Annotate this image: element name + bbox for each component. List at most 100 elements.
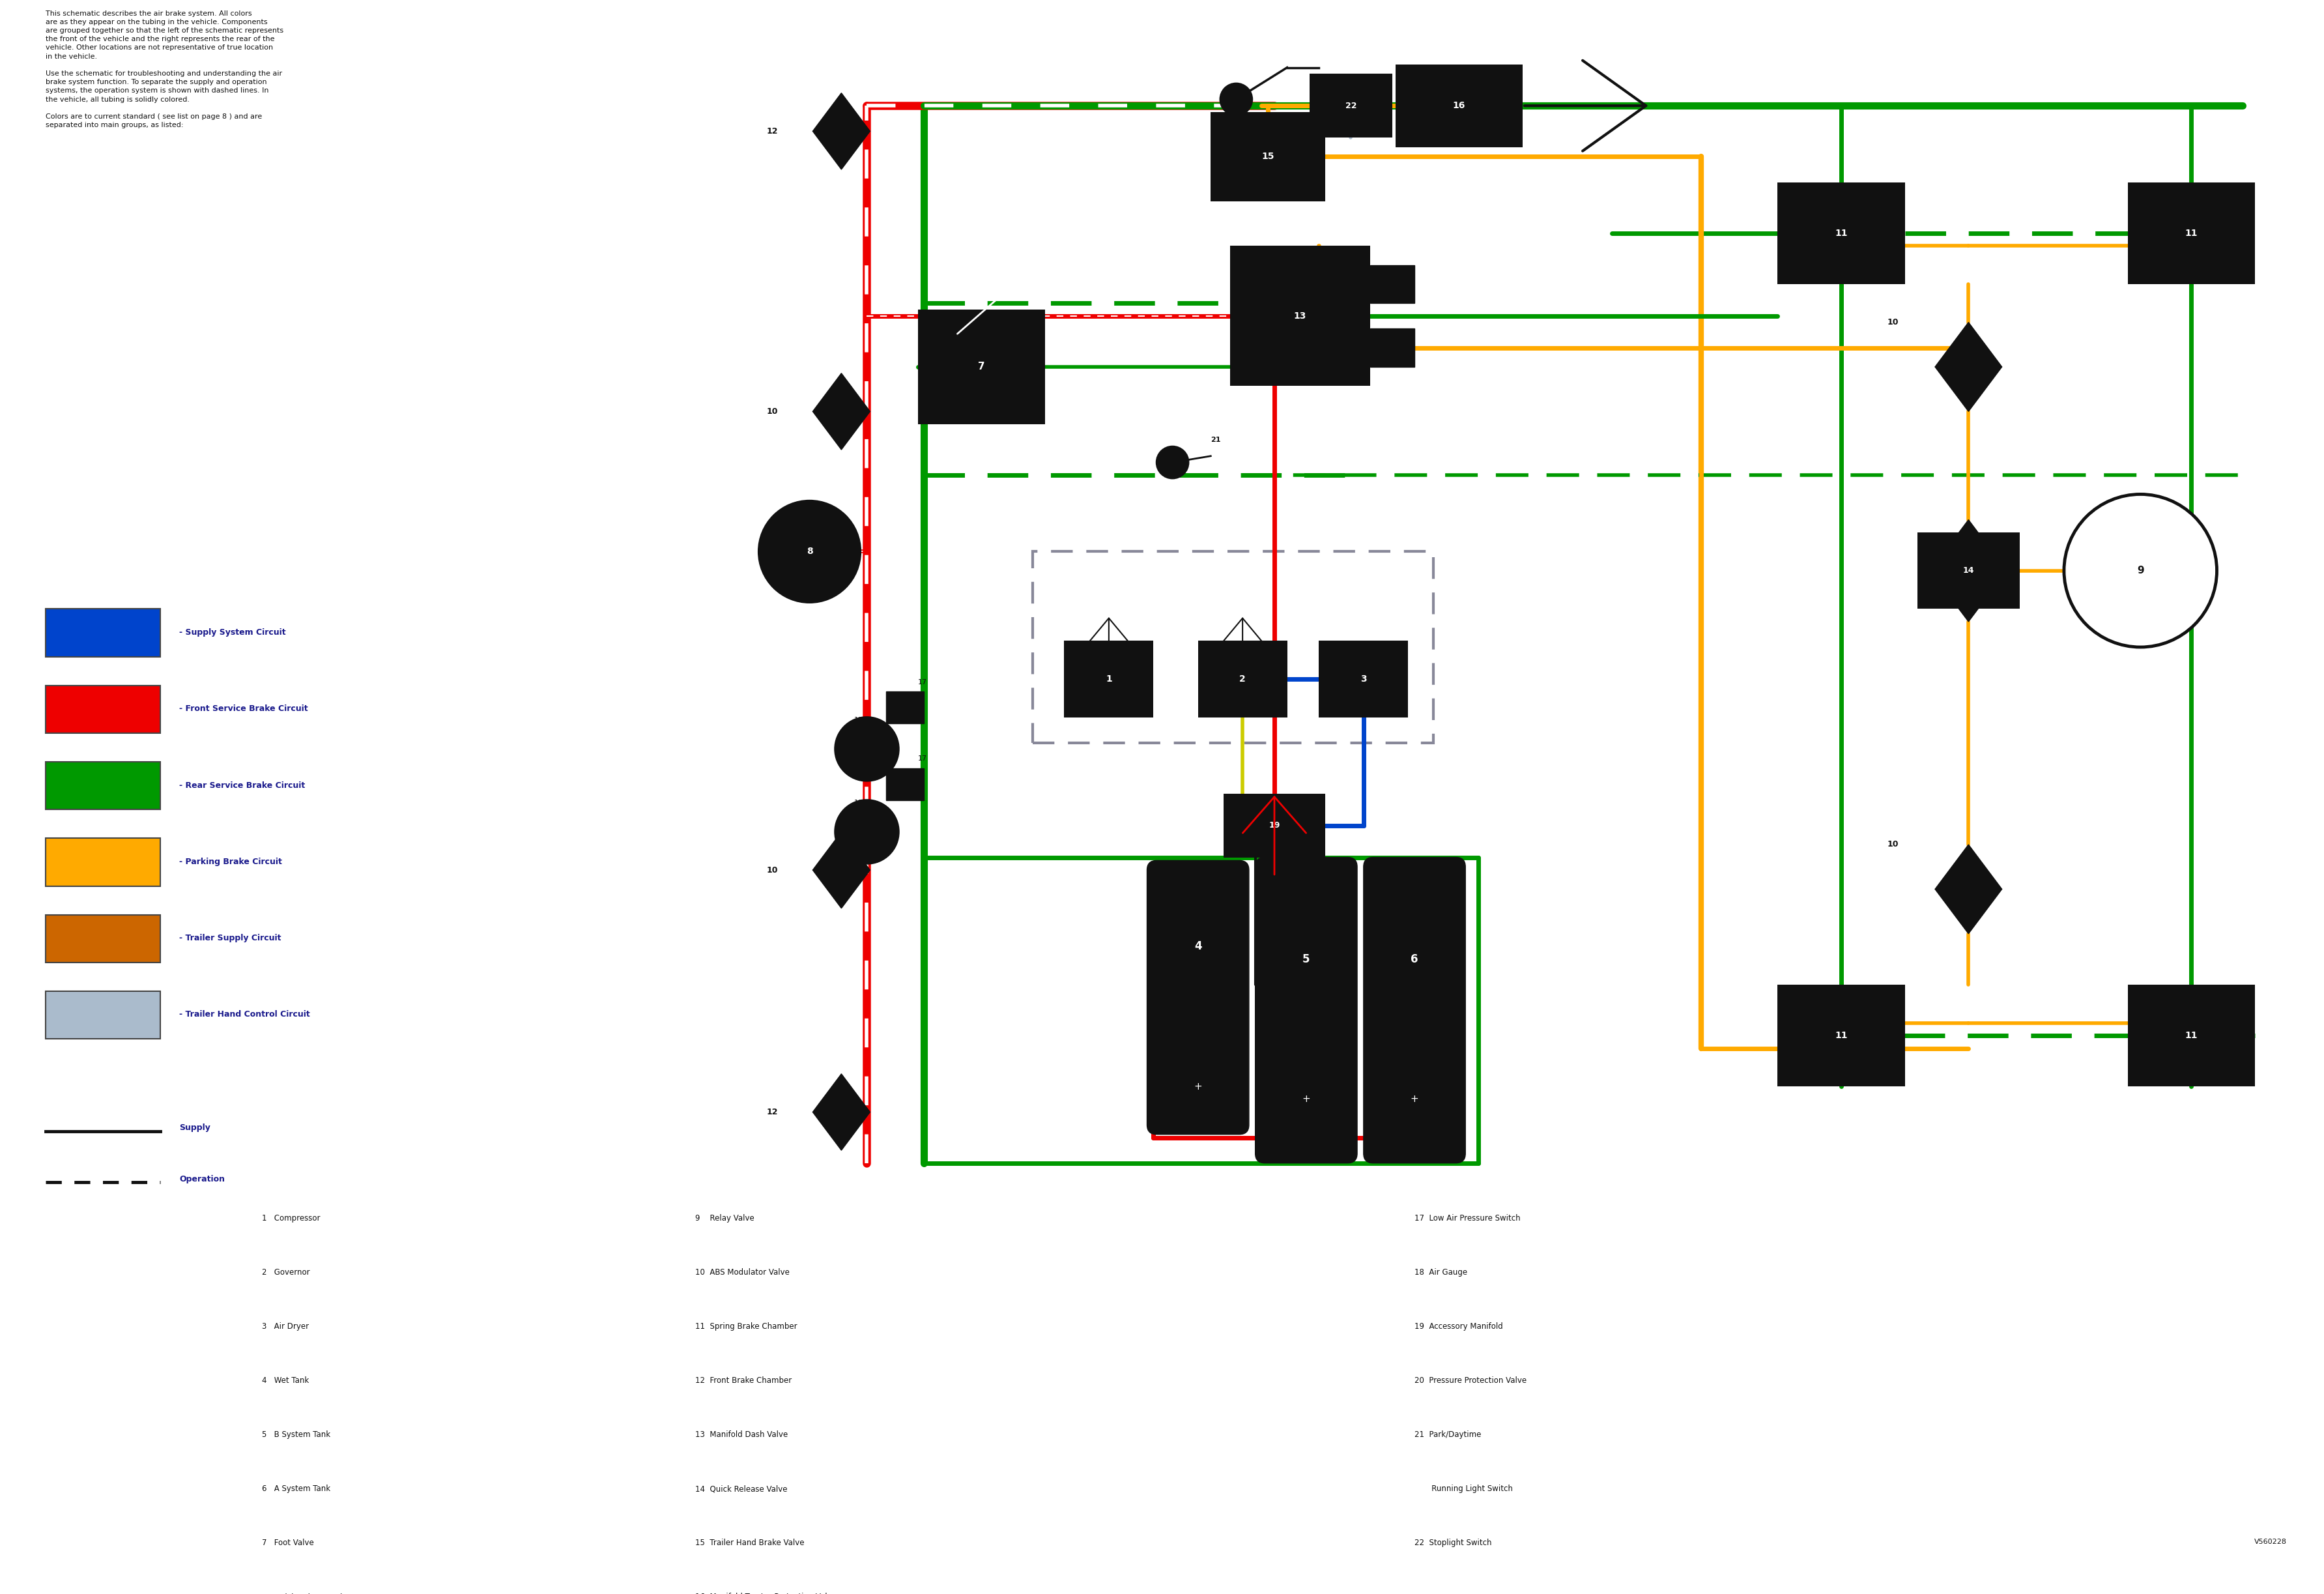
Circle shape bbox=[1220, 83, 1253, 115]
Polygon shape bbox=[1931, 520, 2006, 622]
Text: 11  Spring Brake Chamber: 11 Spring Brake Chamber bbox=[695, 1323, 797, 1331]
Text: 17  Low Air Pressure Switch: 17 Low Air Pressure Switch bbox=[1415, 1215, 1520, 1223]
Bar bbox=[2129, 182, 2254, 284]
Bar bbox=[1917, 532, 2020, 609]
Text: 17: 17 bbox=[918, 756, 927, 762]
Bar bbox=[1778, 985, 1906, 1087]
Text: 1: 1 bbox=[1106, 674, 1111, 684]
Text: 2: 2 bbox=[1239, 674, 1246, 684]
Text: - Supply System Circuit: - Supply System Circuit bbox=[179, 628, 286, 636]
Circle shape bbox=[2064, 494, 2217, 647]
Text: 4: 4 bbox=[1195, 940, 1202, 952]
Bar bbox=[1778, 182, 1906, 284]
Bar bbox=[885, 692, 925, 724]
Text: 12: 12 bbox=[767, 1108, 779, 1116]
Text: 15  Trailer Hand Brake Valve: 15 Trailer Hand Brake Valve bbox=[695, 1538, 804, 1548]
Text: +: + bbox=[1301, 1095, 1311, 1105]
Text: 9: 9 bbox=[2138, 566, 2143, 575]
Bar bbox=[1197, 641, 1287, 717]
Text: 11: 11 bbox=[1834, 1031, 1848, 1041]
FancyBboxPatch shape bbox=[1364, 858, 1466, 1164]
Text: 22: 22 bbox=[1346, 102, 1357, 110]
Bar bbox=[46, 685, 160, 733]
Text: 5   B System Tank: 5 B System Tank bbox=[263, 1430, 330, 1439]
Text: 1   Compressor: 1 Compressor bbox=[263, 1215, 321, 1223]
Text: 20: 20 bbox=[1371, 889, 1380, 896]
Text: This schematic describes the air brake system. All colors
are as they appear on : This schematic describes the air brake s… bbox=[46, 10, 284, 129]
Circle shape bbox=[1157, 446, 1188, 478]
Text: 21  Park/Daytime: 21 Park/Daytime bbox=[1415, 1430, 1480, 1439]
Text: +: + bbox=[1195, 1082, 1202, 1092]
Bar bbox=[1394, 64, 1522, 147]
Text: 10: 10 bbox=[767, 866, 779, 874]
Text: 18: 18 bbox=[855, 800, 862, 807]
Bar bbox=[918, 309, 1046, 424]
Text: Supply: Supply bbox=[179, 1124, 209, 1132]
Polygon shape bbox=[1936, 322, 2001, 411]
Text: 15: 15 bbox=[1262, 151, 1274, 161]
Text: 13: 13 bbox=[1294, 311, 1306, 320]
Text: - Front Service Brake Circuit: - Front Service Brake Circuit bbox=[179, 705, 307, 713]
Bar bbox=[1369, 328, 1415, 367]
Bar bbox=[2129, 985, 2254, 1087]
Text: 14  Quick Release Valve: 14 Quick Release Valve bbox=[695, 1484, 788, 1494]
Text: 18: 18 bbox=[855, 717, 862, 724]
Text: 10: 10 bbox=[1887, 840, 1899, 848]
Bar bbox=[46, 991, 160, 1039]
FancyBboxPatch shape bbox=[1255, 858, 1357, 1164]
Polygon shape bbox=[813, 92, 869, 169]
Bar bbox=[1320, 641, 1408, 717]
FancyBboxPatch shape bbox=[1148, 861, 1248, 1135]
Text: 7   Foot Valve: 7 Foot Valve bbox=[263, 1538, 314, 1548]
Circle shape bbox=[834, 800, 899, 864]
Text: 12  Front Brake Chamber: 12 Front Brake Chamber bbox=[695, 1376, 792, 1385]
Text: 20  Pressure Protection Valve: 20 Pressure Protection Valve bbox=[1415, 1376, 1527, 1385]
Text: 21: 21 bbox=[1211, 437, 1220, 443]
Text: 10: 10 bbox=[767, 406, 779, 416]
Polygon shape bbox=[813, 832, 869, 909]
Bar bbox=[885, 768, 925, 800]
Bar bbox=[46, 609, 160, 657]
Text: 10: 10 bbox=[1887, 319, 1899, 327]
Text: 5: 5 bbox=[1301, 953, 1311, 964]
Bar bbox=[46, 838, 160, 886]
Text: 3   Air Dryer: 3 Air Dryer bbox=[263, 1323, 309, 1331]
Text: 13  Manifold Dash Valve: 13 Manifold Dash Valve bbox=[695, 1430, 788, 1439]
Bar bbox=[46, 915, 160, 963]
Text: Operation: Operation bbox=[179, 1175, 225, 1183]
Text: 2   Governor: 2 Governor bbox=[263, 1269, 309, 1277]
Text: 11: 11 bbox=[1834, 228, 1848, 238]
Bar bbox=[1211, 112, 1325, 201]
Text: 4   Wet Tank: 4 Wet Tank bbox=[263, 1376, 309, 1385]
Text: - Parking Brake Circuit: - Parking Brake Circuit bbox=[179, 858, 281, 866]
Text: 11: 11 bbox=[2185, 228, 2199, 238]
Text: - Trailer Supply Circuit: - Trailer Supply Circuit bbox=[179, 934, 281, 942]
Text: 19  Accessory Manifold: 19 Accessory Manifold bbox=[1415, 1323, 1504, 1331]
Bar bbox=[1369, 265, 1415, 303]
Circle shape bbox=[758, 501, 860, 603]
Text: 3: 3 bbox=[1360, 674, 1367, 684]
Circle shape bbox=[834, 717, 899, 781]
Bar bbox=[46, 762, 160, 810]
Text: 9    Relay Valve: 9 Relay Valve bbox=[695, 1215, 753, 1223]
Text: V560228: V560228 bbox=[2254, 1538, 2287, 1545]
Text: 11: 11 bbox=[2185, 1031, 2199, 1041]
Text: 14: 14 bbox=[1964, 566, 1973, 575]
Text: 10  ABS Modulator Valve: 10 ABS Modulator Valve bbox=[695, 1269, 790, 1277]
Bar bbox=[1222, 794, 1325, 858]
Text: 6   A System Tank: 6 A System Tank bbox=[263, 1484, 330, 1494]
Polygon shape bbox=[813, 373, 869, 450]
Bar bbox=[1229, 245, 1369, 386]
Bar bbox=[1308, 73, 1392, 137]
Polygon shape bbox=[1936, 845, 2001, 934]
Text: 17: 17 bbox=[918, 679, 927, 685]
Polygon shape bbox=[813, 1074, 869, 1151]
Text: 7: 7 bbox=[978, 362, 985, 371]
Text: - Rear Service Brake Circuit: - Rear Service Brake Circuit bbox=[179, 781, 304, 789]
Bar bbox=[1064, 641, 1153, 717]
Text: 22  Stoplight Switch: 22 Stoplight Switch bbox=[1415, 1538, 1492, 1548]
Text: +: + bbox=[1411, 1095, 1418, 1105]
Text: Running Light Switch: Running Light Switch bbox=[1415, 1484, 1513, 1494]
Text: 18  Air Gauge: 18 Air Gauge bbox=[1415, 1269, 1466, 1277]
Text: 19: 19 bbox=[1269, 821, 1281, 830]
